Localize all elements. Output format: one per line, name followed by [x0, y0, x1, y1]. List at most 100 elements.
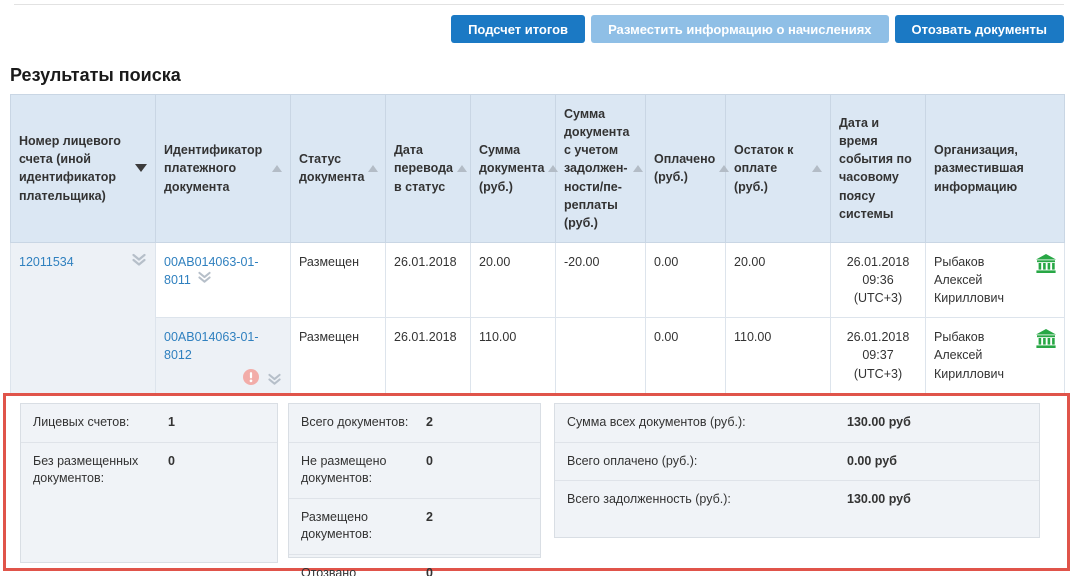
- column-label: Сумма документа (руб.): [479, 143, 545, 194]
- summary-row: Сумма всех документов (руб.): 130.00 руб: [555, 404, 1039, 443]
- amount-with-debt-cell: -20.00: [555, 241, 646, 319]
- sort-asc-icon: [368, 164, 379, 172]
- revoke-documents-button[interactable]: Отозвать документы: [894, 15, 1064, 43]
- summary-value: 1: [168, 415, 175, 429]
- column-header-amount[interactable]: Сумма документа (руб.): [470, 94, 559, 243]
- summary-label: Размещено документов:: [301, 509, 373, 542]
- amount-cell: 110.00: [470, 317, 556, 401]
- expand-document-chevron-icon[interactable]: [197, 271, 212, 284]
- summary-row: Без размещенных документов: 0: [21, 443, 277, 498]
- documents-summary-panel: Всего документов: 2 Не размещено докумен…: [288, 403, 541, 576]
- summary-label: Всего документов:: [301, 415, 409, 429]
- summary-value: 0.00 руб: [847, 453, 897, 468]
- summary-value: 0: [426, 453, 433, 468]
- paid-cell: 0.00: [645, 241, 726, 319]
- column-header-status[interactable]: Статус документа: [290, 94, 386, 243]
- warning-icon[interactable]: [243, 368, 259, 390]
- organization-name: Рыбаков Алексей Кириллович: [934, 330, 1005, 381]
- column-label: Номер лицевого счета (иной идентификатор…: [19, 134, 121, 203]
- bank-icon[interactable]: [1036, 329, 1056, 349]
- column-label: Идентификатор платежного документа: [164, 143, 263, 194]
- sort-asc-icon: [719, 164, 730, 172]
- sort-asc-icon: [812, 164, 822, 172]
- status-cell: Размещен: [290, 241, 386, 319]
- expand-account-chevron-icon[interactable]: [131, 253, 147, 267]
- status-cell: Размещен: [290, 317, 386, 401]
- summary-label: Сумма всех документов (руб.):: [567, 415, 746, 429]
- document-id-link[interactable]: 00AB014063-01-8011: [164, 254, 259, 287]
- publish-charges-button[interactable]: Разместить информацию о начислениях: [591, 15, 889, 43]
- toolbar: Подсчет итогов Разместить информацию о н…: [0, 15, 1064, 43]
- column-header-paid[interactable]: Оплачено (руб.): [645, 94, 730, 243]
- summary-label: Не размещено документов:: [301, 453, 387, 486]
- paid-cell: 0.00: [645, 317, 726, 401]
- table-header-row: Номер лицевого счета (иной идентификатор…: [10, 94, 1065, 243]
- search-results-table: Номер лицевого счета (иной идентификатор…: [10, 94, 1065, 401]
- remainder-cell: 20.00: [725, 241, 831, 319]
- organization-cell: Рыбаков Алексей Кириллович: [925, 317, 1065, 401]
- column-label: Оплачено (руб.): [654, 152, 716, 185]
- expand-document-chevron-icon[interactable]: [267, 373, 282, 386]
- table-row: 00AB014063-01-8012 Размещен 26.01.2018 1…: [11, 317, 1065, 401]
- account-cell: 12011534: [10, 241, 156, 401]
- document-id-link[interactable]: 00AB014063-01-8012: [164, 330, 259, 363]
- column-label: Организация, разместившая информацию: [934, 143, 1024, 194]
- sort-asc-icon: [633, 164, 644, 172]
- summary-label: Без размещенных документов:: [33, 453, 139, 486]
- summary-row: Не размещено документов: 0: [289, 443, 540, 499]
- summary-row: Размещено документов: 2: [289, 499, 540, 555]
- status-date-cell: 26.01.2018: [385, 241, 471, 319]
- column-label: Дата и время события по часовому поясу с…: [839, 116, 912, 221]
- summary-value: 130.00 руб: [847, 415, 911, 429]
- summary-row: Отозвано документов: 0: [289, 555, 540, 576]
- column-label: Сумма документа с учетом задолжен-ности/…: [564, 107, 630, 230]
- column-label: Статус документа: [299, 152, 365, 185]
- totals-summary-panel: Сумма всех документов (руб.): 130.00 руб…: [554, 403, 1040, 538]
- amount-with-debt-cell: [555, 317, 646, 401]
- sort-asc-icon: [272, 164, 282, 172]
- summary-row: Всего документов: 2: [289, 404, 540, 443]
- column-label: Дата перевода в статус: [394, 143, 453, 194]
- page-title: Результаты поиска: [10, 65, 181, 85]
- column-header-account[interactable]: Номер лицевого счета (иной идентификатор…: [10, 94, 156, 243]
- column-header-status-date[interactable]: Дата перевода в статус: [385, 94, 471, 243]
- column-header-amount-with-debt[interactable]: Сумма документа с учетом задолжен-ности/…: [555, 94, 646, 243]
- column-label: Остаток к оплате (руб.): [734, 143, 794, 194]
- event-datetime-cell: 26.01.2018 09:37 (UTC+3): [830, 317, 926, 401]
- event-datetime-cell: 26.01.2018 09:36 (UTC+3): [830, 241, 926, 319]
- account-number-link[interactable]: 12011534: [19, 254, 74, 269]
- column-header-remainder[interactable]: Остаток к оплате (руб.): [725, 94, 831, 243]
- summary-row: Всего оплачено (руб.): 0.00 руб: [555, 443, 1039, 481]
- summary-label: Всего оплачено (руб.):: [567, 453, 698, 468]
- sort-desc-icon: [135, 164, 147, 173]
- summary-highlight-box: Лицевых счетов: 1 Без размещенных докуме…: [3, 393, 1070, 576]
- document-id-cell: 00AB014063-01-8012: [155, 317, 291, 401]
- amount-cell: 20.00: [470, 241, 556, 319]
- bank-icon[interactable]: [1036, 253, 1056, 273]
- summary-value: 2: [426, 509, 433, 524]
- table-row: 12011534 00AB014063-01-8011 Размещен 26.…: [10, 241, 1065, 401]
- column-header-document-id[interactable]: Идентификатор платежного документа: [155, 94, 291, 243]
- organization-cell: Рыбаков Алексей Кириллович: [925, 241, 1065, 319]
- summary-label: Всего задолженность (руб.):: [567, 492, 731, 506]
- summary-value: 130.00 руб: [847, 492, 911, 506]
- document-id-cell: 00AB014063-01-8011: [155, 241, 291, 319]
- accounts-summary-panel: Лицевых счетов: 1 Без размещенных докуме…: [20, 403, 278, 563]
- remainder-cell: 110.00: [725, 317, 831, 401]
- summary-row: Лицевых счетов: 1: [21, 404, 277, 443]
- sort-asc-icon: [548, 164, 559, 172]
- status-date-cell: 26.01.2018: [385, 317, 471, 401]
- summary-value: 2: [426, 415, 433, 429]
- column-header-event-datetime: Дата и время события по часовому поясу с…: [830, 94, 926, 243]
- summary-row: Всего задолженность (руб.): 130.00 руб: [555, 481, 1039, 519]
- summary-label: Лицевых счетов:: [33, 415, 130, 429]
- summary-label: Отозвано документов:: [301, 565, 357, 576]
- sort-asc-icon: [456, 164, 467, 172]
- column-header-organization: Организация, разместившая информацию: [925, 94, 1065, 243]
- top-divider: [14, 4, 1064, 5]
- summary-value: 0: [426, 565, 433, 576]
- organization-name: Рыбаков Алексей Кириллович: [934, 254, 1005, 306]
- summary-value: 0: [168, 453, 175, 468]
- calc-totals-button[interactable]: Подсчет итогов: [451, 15, 586, 43]
